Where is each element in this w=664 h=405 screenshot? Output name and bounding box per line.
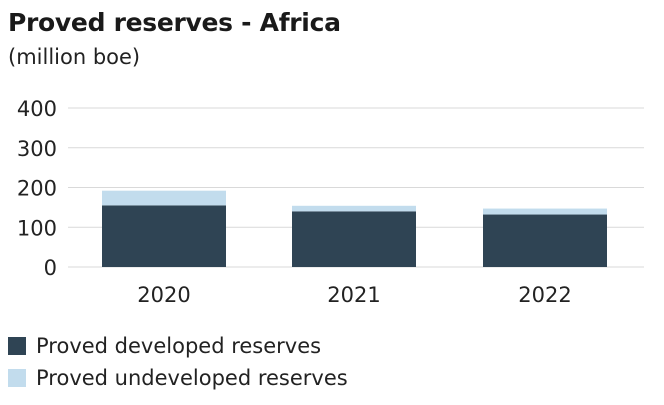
bar-undeveloped-2022 [483, 208, 607, 215]
chart-subtitle: (million boe) [8, 45, 141, 69]
bar-developed-2020 [102, 205, 226, 267]
bar-developed-2021 [292, 211, 416, 267]
y-tick-label: 400 [17, 97, 57, 121]
y-tick-label: 300 [17, 137, 57, 161]
x-tick-label: 2020 [137, 283, 190, 307]
y-tick-label: 200 [17, 177, 57, 201]
legend-swatch-developed [8, 337, 26, 355]
legend-item-developed: Proved developed reserves [8, 330, 348, 362]
x-tick-label: 2021 [327, 283, 380, 307]
y-tick-label: 100 [17, 216, 57, 240]
bar-developed-2022 [483, 214, 607, 267]
bar-undeveloped-2020 [102, 190, 226, 206]
stacked-bar-chart: 0 100 200 300 400 2020 2021 2022 [17, 97, 644, 307]
legend-swatch-undeveloped [8, 369, 26, 387]
legend: Proved developed reserves Proved undevel… [8, 330, 348, 394]
legend-label-developed: Proved developed reserves [36, 334, 322, 358]
legend-label-undeveloped: Proved undeveloped reserves [36, 366, 348, 390]
chart-title: Proved reserves - Africa [8, 8, 341, 37]
y-tick-label: 0 [44, 256, 57, 280]
x-tick-label: 2022 [518, 283, 571, 307]
bar-undeveloped-2021 [292, 205, 416, 212]
legend-item-undeveloped: Proved undeveloped reserves [8, 362, 348, 394]
